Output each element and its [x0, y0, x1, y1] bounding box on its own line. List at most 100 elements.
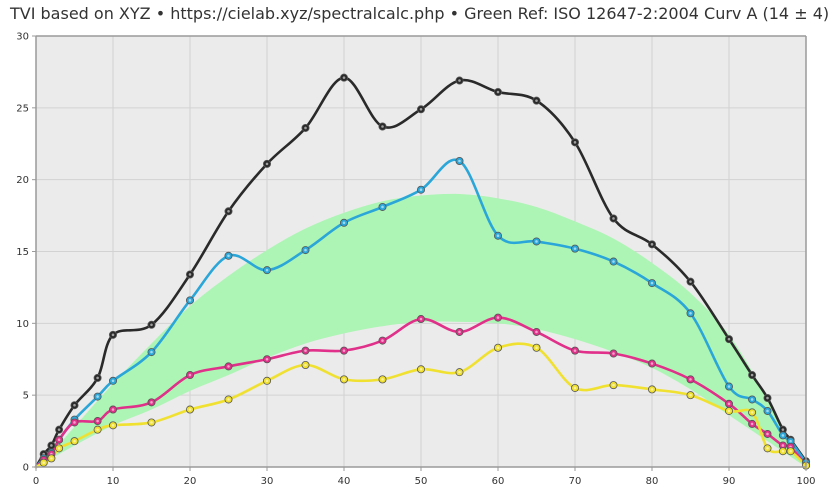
data-point-highlight: [188, 273, 192, 276]
data-point-highlight: [458, 330, 461, 334]
data-point-highlight: [42, 461, 45, 464]
data-point-highlight: [689, 393, 692, 397]
data-point-highlight: [381, 339, 384, 342]
data-point-highlight: [789, 449, 792, 453]
data-point-highlight: [650, 362, 654, 365]
data-point-highlight: [304, 248, 307, 252]
data-point-highlight: [573, 247, 577, 250]
x-tick-label: 30: [261, 476, 274, 487]
data-point-highlight: [96, 419, 99, 423]
y-tick-label: 25: [16, 103, 29, 114]
data-point-highlight: [111, 333, 115, 337]
data-point-highlight: [50, 444, 53, 447]
x-tick-label: 60: [492, 476, 505, 487]
data-point-highlight: [265, 268, 269, 272]
data-point-highlight: [57, 438, 61, 442]
data-point-highlight: [781, 449, 785, 453]
data-point-highlight: [96, 376, 99, 380]
data-point-highlight: [111, 424, 115, 427]
data-point-highlight: [342, 76, 346, 79]
y-tick-label: 10: [16, 319, 29, 330]
data-point-highlight: [535, 99, 538, 102]
data-point-highlight: [496, 90, 500, 94]
data-point-highlight: [381, 205, 384, 209]
data-point-highlight: [150, 350, 153, 354]
data-point-highlight: [342, 349, 346, 352]
data-point-highlight: [458, 159, 461, 163]
data-point-highlight: [535, 330, 538, 334]
data-point-highlight: [96, 395, 99, 398]
data-point-highlight: [781, 444, 785, 447]
x-tick-label: 0: [33, 476, 39, 487]
series-line-2: [34, 158, 808, 469]
data-point-highlight: [650, 243, 654, 246]
data-point-highlight: [342, 378, 346, 381]
data-point-highlight: [419, 188, 423, 192]
data-point-highlight: [781, 434, 785, 437]
data-point-highlight: [766, 396, 769, 400]
x-tick-label: 70: [569, 476, 582, 487]
data-point-highlight: [188, 408, 192, 411]
y-tick-label: 20: [16, 175, 29, 186]
chart-title: TVI based on XYZ • https://cielab.xyz/sp…: [10, 4, 830, 23]
x-tick-label: 90: [723, 476, 736, 487]
data-point-highlight: [381, 125, 384, 128]
x-tick-label: 80: [646, 476, 659, 487]
data-point-highlight: [73, 439, 76, 443]
series-lines: [34, 76, 808, 469]
data-point-highlight: [458, 79, 461, 82]
x-tick-label: 100: [796, 476, 815, 487]
data-point-highlight: [73, 403, 76, 407]
data-point-highlight: [689, 311, 692, 315]
data-point-highlight: [535, 240, 538, 243]
data-point-highlight: [304, 349, 307, 352]
data-point-highlight: [612, 217, 615, 220]
data-point-highlight: [419, 107, 423, 111]
data-point-highlight: [304, 363, 307, 367]
data-point-highlight: [227, 254, 230, 258]
data-point-highlight: [727, 385, 731, 388]
data-point-highlight: [227, 209, 230, 213]
data-point-highlight: [50, 457, 53, 460]
series-line-1: [34, 76, 808, 469]
data-point-highlight: [496, 234, 500, 237]
data-point-highlight: [57, 428, 61, 431]
data-point-highlight: [689, 378, 692, 381]
data-point-highlight: [496, 346, 500, 350]
data-point-highlight: [789, 439, 792, 443]
series-line-3: [34, 316, 808, 469]
data-point-highlight: [304, 126, 307, 130]
data-point-highlight: [265, 379, 269, 383]
data-point-highlight: [458, 370, 461, 374]
data-point-highlight: [342, 221, 346, 225]
data-point-highlight: [727, 402, 731, 406]
data-point-highlight: [188, 373, 192, 377]
data-point-highlight: [265, 162, 269, 166]
series-line-4: [34, 342, 808, 469]
data-point-highlight: [150, 323, 153, 327]
data-point-highlight: [650, 281, 654, 285]
data-point-highlight: [689, 280, 692, 283]
y-tick-label: 15: [16, 247, 29, 258]
data-point-highlight: [650, 388, 654, 391]
data-point-highlight: [381, 378, 384, 381]
data-point-highlight: [750, 411, 754, 414]
data-point-highlight: [612, 352, 615, 355]
x-tick-label: 10: [107, 476, 120, 487]
data-point-highlight: [781, 428, 785, 431]
data-point-highlight: [750, 398, 754, 401]
data-point-highlight: [573, 386, 577, 390]
data-point-highlight: [766, 447, 769, 450]
data-point-highlight: [750, 422, 754, 426]
data-point-highlight: [419, 317, 423, 321]
axes: 0 5 10 15 20 25 30 0 10 20 30 40 50 60 70 80 90 100: [16, 32, 815, 488]
data-point-highlight: [265, 357, 269, 361]
data-point-highlight: [111, 408, 115, 411]
data-point-highlight: [73, 421, 76, 424]
data-point-highlight: [111, 379, 115, 383]
x-tick-label: 50: [415, 476, 428, 487]
data-point-highlight: [496, 316, 500, 319]
data-point-highlight: [766, 409, 769, 413]
y-tick-label: 5: [23, 391, 29, 402]
data-point-highlight: [188, 299, 192, 302]
